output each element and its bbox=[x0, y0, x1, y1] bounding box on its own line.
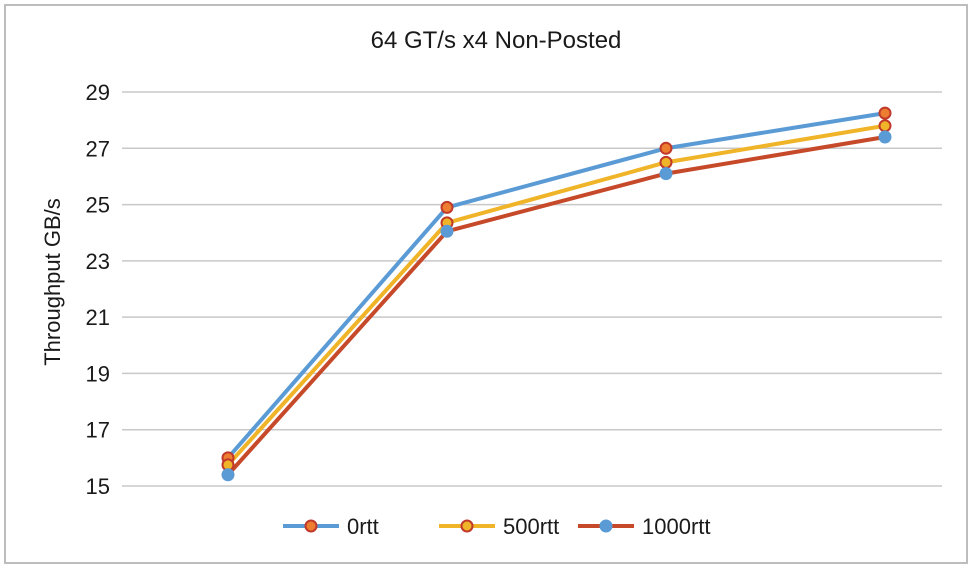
data-point-0rtt bbox=[659, 141, 673, 155]
y-tick-label: 25 bbox=[86, 193, 110, 218]
data-point-0rtt bbox=[440, 200, 454, 214]
y-axis-label: Throughput GB/s bbox=[40, 198, 65, 366]
chart-frame bbox=[4, 4, 968, 564]
data-point-500rtt bbox=[659, 155, 673, 169]
data-point-1000rtt bbox=[659, 167, 673, 181]
series-line-1000rtt bbox=[226, 135, 886, 477]
y-tick-label: 17 bbox=[86, 418, 110, 443]
series-line-500rtt bbox=[226, 123, 886, 467]
y-tick-labels: 15 17 19 21 23 25 27 29 bbox=[86, 80, 110, 499]
y-tick-label: 29 bbox=[86, 80, 110, 105]
data-point-1000rtt bbox=[221, 468, 235, 482]
series-line-0rtt bbox=[226, 111, 886, 460]
data-point-1000rtt bbox=[440, 224, 454, 238]
legend-marker-500rtt bbox=[460, 519, 474, 533]
y-tick-label: 21 bbox=[86, 305, 110, 330]
series-group bbox=[221, 106, 892, 482]
legend: 0rtt 500rtt 1000rtt bbox=[283, 514, 711, 539]
y-tick-label: 23 bbox=[86, 249, 110, 274]
y-tick-label: 27 bbox=[86, 136, 110, 161]
chart-title: 64 GT/s x4 Non-Posted bbox=[371, 27, 622, 54]
data-point-1000rtt bbox=[878, 130, 892, 144]
legend-label-500rtt: 500rtt bbox=[503, 514, 559, 539]
legend-label-0rtt: 0rtt bbox=[347, 514, 379, 539]
data-point-500rtt bbox=[878, 119, 892, 133]
legend-marker-1000rtt bbox=[599, 519, 613, 533]
data-point-0rtt bbox=[878, 106, 892, 120]
gridlines bbox=[122, 91, 942, 487]
y-tick-label: 19 bbox=[86, 361, 110, 386]
y-tick-label: 15 bbox=[86, 474, 110, 499]
legend-marker-0rtt bbox=[304, 519, 318, 533]
legend-label-1000rtt: 1000rtt bbox=[642, 514, 711, 539]
